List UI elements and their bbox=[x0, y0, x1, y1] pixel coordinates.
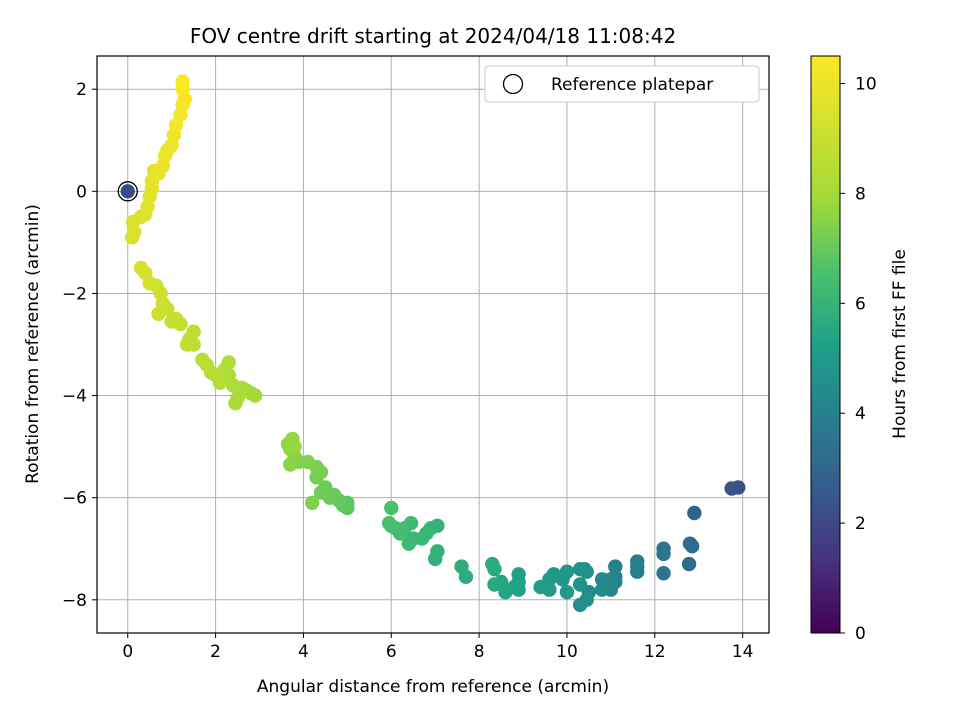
colorbar-label: Hours from first FF file bbox=[890, 249, 910, 439]
legend: Reference platepar bbox=[484, 65, 760, 103]
scatter-point bbox=[175, 74, 190, 89]
scatter-point bbox=[287, 439, 302, 454]
y-tick-label: 0 bbox=[76, 182, 87, 202]
scatter-point bbox=[124, 230, 140, 245]
y-tick-label: −4 bbox=[62, 387, 87, 407]
scatter-point bbox=[283, 457, 298, 472]
scatter-point bbox=[195, 352, 210, 368]
colorbar-tick-label: 4 bbox=[855, 404, 866, 424]
scatter-point bbox=[151, 306, 166, 322]
scatter-point bbox=[572, 561, 588, 577]
x-tick-label: 10 bbox=[556, 642, 578, 662]
legend-label-reference: Reference platepar bbox=[551, 75, 713, 95]
y-tick-label: −8 bbox=[62, 591, 87, 611]
y-tick-label: −2 bbox=[62, 284, 87, 304]
colorbar-tick-label: 0 bbox=[855, 624, 866, 644]
x-tick-label: 14 bbox=[732, 642, 754, 662]
colorbar-tick-label: 6 bbox=[855, 294, 866, 314]
scatter-point bbox=[572, 577, 588, 592]
scatter-point bbox=[313, 485, 329, 500]
scatter-point bbox=[682, 536, 698, 551]
scatter-point bbox=[305, 495, 320, 510]
x-tick-label: 6 bbox=[386, 642, 397, 662]
data-points bbox=[124, 74, 746, 613]
x-tick-label: 12 bbox=[644, 642, 666, 662]
y-axis-ticks: −8 −6 −4 −2 0 2 bbox=[62, 80, 97, 611]
reference-point bbox=[120, 184, 135, 199]
colorbar-ticks: 0 2 4 6 8 10 bbox=[840, 74, 877, 644]
scatter-point bbox=[594, 582, 610, 597]
scatter-point bbox=[533, 579, 548, 595]
scatter-point bbox=[186, 324, 201, 339]
scatter-point bbox=[559, 584, 575, 600]
legend-marker-reference bbox=[502, 73, 524, 95]
scatter-point bbox=[572, 597, 588, 613]
scatter-point bbox=[485, 556, 500, 572]
colorbar-gradient bbox=[810, 55, 841, 634]
scatter-point bbox=[608, 559, 623, 574]
scatter-point bbox=[656, 546, 671, 562]
x-axis-ticks: 0 2 4 6 8 10 12 14 bbox=[122, 633, 753, 662]
x-axis-label: Angular distance from reference (arcmin) bbox=[257, 677, 609, 697]
y-axis-label: Rotation from reference (arcmin) bbox=[23, 204, 43, 484]
scatter-point bbox=[430, 544, 445, 559]
scatter-point bbox=[724, 481, 739, 496]
reference-marker bbox=[117, 181, 138, 202]
x-tick-label: 4 bbox=[298, 642, 309, 662]
chart-title: FOV centre drift starting at 2024/04/18 … bbox=[190, 24, 676, 48]
reference-platepar-marker bbox=[117, 181, 138, 202]
colorbar-tick-label: 10 bbox=[855, 74, 877, 94]
scatter-point bbox=[681, 556, 697, 572]
scatter-point bbox=[656, 566, 671, 581]
x-tick-label: 8 bbox=[474, 642, 485, 662]
scatter-point bbox=[487, 577, 502, 592]
scatter-point bbox=[164, 314, 179, 329]
scatter-point bbox=[221, 355, 236, 370]
x-tick-label: 0 bbox=[122, 642, 133, 662]
scatter-point bbox=[454, 559, 469, 574]
scatter-point bbox=[594, 572, 610, 587]
colorbar-tick-label: 2 bbox=[855, 514, 866, 534]
scatter-point bbox=[228, 396, 243, 411]
x-tick-label: 2 bbox=[210, 642, 221, 662]
scatter-point bbox=[630, 564, 645, 579]
scatter-point bbox=[384, 500, 399, 516]
scatter-point bbox=[133, 260, 149, 276]
scatter-point bbox=[381, 516, 397, 531]
y-tick-label: 2 bbox=[76, 80, 87, 100]
plot-frame bbox=[96, 55, 770, 634]
y-tick-label: −6 bbox=[62, 489, 87, 509]
scatter-point bbox=[179, 337, 195, 352]
colorbar: 0 2 4 6 8 10 Hours from first FF file bbox=[810, 55, 910, 644]
legend-box bbox=[484, 65, 760, 103]
colorbar-tick-label: 8 bbox=[855, 184, 866, 204]
scatter-point bbox=[687, 505, 702, 521]
scatter-point bbox=[401, 536, 417, 551]
